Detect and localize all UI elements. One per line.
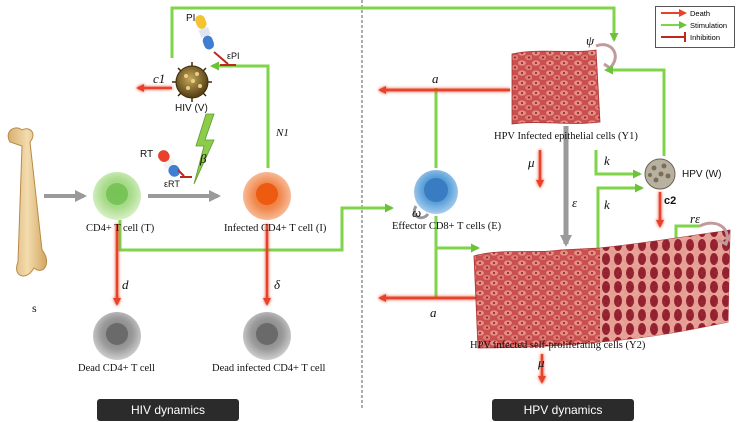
pi-label: PI <box>186 13 196 24</box>
d-label: d <box>122 277 129 292</box>
y1-epithelial-label: HPV Infected epithelial cells (Y1) <box>494 131 638 142</box>
hpv-virus-icon <box>644 158 676 190</box>
rt-capsule-icon <box>158 150 180 177</box>
legend-death: Death <box>656 7 734 19</box>
k1-label: k <box>604 153 610 168</box>
stimulation-virus-to-epithelial <box>170 6 619 58</box>
mu-top-label: μ <box>528 155 535 170</box>
source-label: s <box>32 301 37 315</box>
y1-epithelial-tissue-icon <box>511 49 601 125</box>
stimulation-t-to-effector <box>118 203 394 252</box>
omega-label: ω <box>412 205 422 220</box>
k2-label: k <box>604 197 610 212</box>
hpv-to-y1-link <box>604 65 666 156</box>
dead-cd4-label: Dead CD4+ T cell <box>78 363 155 374</box>
effector-cd8-label: Effector CD8+ T cells (E) <box>392 221 502 232</box>
rt-inhibition-icon <box>177 169 185 177</box>
legend-inhibition-label: Inhibition <box>690 33 721 42</box>
legend-inhibition-icon <box>661 32 686 42</box>
y2-self-proliferating-tissue-icon <box>473 229 731 349</box>
pi-inhibition-icon <box>213 51 229 65</box>
y1-proliferation-loop <box>595 43 617 70</box>
legend-death-icon <box>661 9 687 17</box>
y2-to-hpv-link <box>596 183 644 248</box>
legend-death-label: Death <box>690 9 711 18</box>
hpv-dynamics-panel-label: HPV dynamics <box>492 399 634 421</box>
rt-label: RT <box>140 149 154 160</box>
a-bottom-label: a <box>430 305 437 320</box>
legend-stimulation-label: Stimulation <box>690 21 728 30</box>
infection-lightning-icon <box>193 113 215 185</box>
legend-stimulation: Stimulation <box>656 19 734 31</box>
epsilon-pi-label: εPI <box>227 51 240 61</box>
epsilon-rt-label: εRT <box>164 179 180 189</box>
y2-self-prolif-label: HPV infected self-proliferating cells (Y… <box>470 340 646 351</box>
bone-marrow-icon <box>7 127 47 277</box>
pi-capsule-icon <box>195 15 215 50</box>
dead-infected-label: Dead infected CD4+ T cell <box>212 363 326 374</box>
r-epsilon-label: rε <box>690 211 701 226</box>
psi-label: ψ <box>586 33 595 48</box>
y1-to-hpv-link <box>594 150 642 179</box>
infected-cd4-label: Infected CD4+ T cell (I) <box>224 223 327 234</box>
y2-proliferation-loop <box>699 221 729 247</box>
c2-label: c2 <box>664 195 677 207</box>
c1-label: c1 <box>153 71 166 86</box>
stimulation-i-to-virus <box>210 61 270 168</box>
hiv-virus-icon <box>172 62 212 102</box>
legend-stimulation-icon <box>661 21 687 29</box>
legend-inhibition: Inhibition <box>656 31 734 43</box>
cd4-t-cell-label: CD4+ T cell (T) <box>86 223 155 234</box>
hiv-dynamics-panel-label: HIV dynamics <box>97 399 239 421</box>
delta-label: δ <box>274 277 281 292</box>
mu-bottom-label: μ <box>538 355 545 370</box>
effector-proliferation-loop <box>413 205 430 220</box>
beta-label: β <box>200 151 207 166</box>
legend: Death Stimulation Inhibition <box>655 6 735 48</box>
hiv-virus-label: HIV (V) <box>175 103 208 114</box>
a-top-label: a <box>432 71 439 86</box>
n1-label: N1 <box>276 127 289 139</box>
hpv-virus-label: HPV (W) <box>682 169 722 180</box>
epsilon-label: ε <box>572 195 578 210</box>
